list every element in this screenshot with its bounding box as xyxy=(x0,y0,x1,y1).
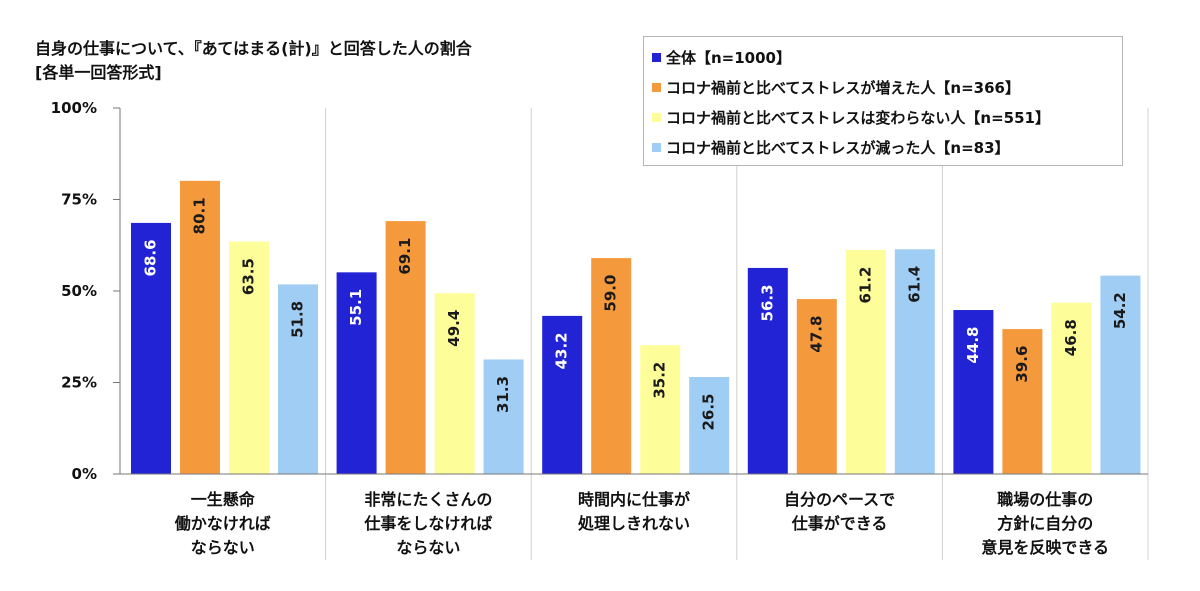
bar xyxy=(1051,302,1092,474)
bar-value-label: 51.8 xyxy=(289,301,307,338)
category-label: 処理しきれない xyxy=(578,514,690,533)
bar xyxy=(483,359,524,474)
bar xyxy=(747,267,788,474)
y-tick-label: 100% xyxy=(51,99,97,117)
bar xyxy=(1002,329,1043,474)
category-label: 方針に自分の xyxy=(997,514,1093,533)
bar xyxy=(278,284,318,474)
y-tick-label: 25% xyxy=(61,374,97,392)
legend-swatch-stress-unchanged xyxy=(652,112,661,122)
category-label: 自分のペースで xyxy=(784,490,895,509)
bar xyxy=(131,222,171,474)
chart-subtitle: [各単一回答形式] xyxy=(35,63,162,82)
bar-value-label: 47.8 xyxy=(807,316,825,353)
bar-value-label: 63.5 xyxy=(240,258,258,295)
legend: 全体【n=1000】 コロナ禍前と比べてストレスが増えた人【n=366】 コロナ… xyxy=(643,36,1123,166)
category-label: 一生懸命 xyxy=(191,490,256,509)
legend-label-stress-decreased: コロナ禍前と比べてストレスが減った人【n=83】 xyxy=(666,138,1010,157)
bar xyxy=(542,315,583,474)
bar xyxy=(434,293,475,474)
bar-value-label: 56.3 xyxy=(758,284,776,321)
y-tick-label: 0% xyxy=(72,465,97,483)
bar-value-label: 61.4 xyxy=(905,266,923,303)
bar-value-label: 49.4 xyxy=(445,310,463,347)
bar xyxy=(385,221,426,474)
category-label: ならない xyxy=(396,538,460,557)
category-label: 非常にたくさんの xyxy=(364,490,492,509)
bar-value-label: 59.0 xyxy=(602,275,620,312)
bar-value-label: 80.1 xyxy=(191,197,209,234)
legend-label-stress-unchanged: コロナ禍前と比べてストレスは変わらない人【n=551】 xyxy=(666,108,1050,127)
category-label: 意見を反映できる xyxy=(981,538,1109,557)
category-label: ならない xyxy=(191,538,255,557)
category-label: 仕事ができる xyxy=(791,514,888,533)
legend-item-stress-increased: コロナ禍前と比べてストレスが増えた人【n=366】 xyxy=(652,72,1114,102)
bar-value-label: 35.2 xyxy=(651,362,669,399)
y-tick-label: 50% xyxy=(61,282,97,300)
bar-value-label: 54.2 xyxy=(1111,292,1129,329)
legend-swatch-stress-increased xyxy=(652,82,661,92)
bar xyxy=(640,345,681,474)
legend-item-stress-unchanged: コロナ禍前と比べてストレスは変わらない人【n=551】 xyxy=(652,102,1114,132)
bar xyxy=(591,258,632,474)
legend-swatch-stress-decreased xyxy=(652,142,661,152)
bar xyxy=(1100,275,1141,474)
category-label: 働かなければ xyxy=(174,514,271,533)
y-tick-label: 75% xyxy=(61,191,97,209)
bar-value-label: 46.8 xyxy=(1062,319,1080,356)
bar xyxy=(229,241,269,474)
legend-item-all: 全体【n=1000】 xyxy=(652,42,1114,72)
bar-value-label: 26.5 xyxy=(700,394,718,431)
bar-value-label: 68.6 xyxy=(142,239,160,276)
bar-value-label: 61.2 xyxy=(856,267,874,304)
bar-value-label: 44.8 xyxy=(964,327,982,364)
bar-value-label: 43.2 xyxy=(553,332,571,369)
bar xyxy=(689,377,730,474)
bar-value-label: 39.6 xyxy=(1013,346,1031,383)
bar xyxy=(845,250,886,474)
chart-title: 自身の仕事について、『あてはまる(計)』と回答した人の割合 xyxy=(35,39,472,58)
legend-item-stress-decreased: コロナ禍前と比べてストレスが減った人【n=83】 xyxy=(652,132,1114,162)
category-label: 時間内に仕事が xyxy=(578,490,690,509)
bar xyxy=(336,272,377,474)
bar-value-label: 55.1 xyxy=(347,289,365,326)
category-label: 職場の仕事の xyxy=(997,490,1093,509)
bar xyxy=(894,249,935,474)
bar-value-label: 31.3 xyxy=(494,376,512,413)
bar-value-label: 69.1 xyxy=(396,238,414,275)
legend-label-all: 全体【n=1000】 xyxy=(666,48,791,67)
bar xyxy=(796,299,837,474)
legend-swatch-all xyxy=(652,52,661,62)
bar xyxy=(953,310,994,474)
bar xyxy=(180,180,220,475)
legend-label-stress-increased: コロナ禍前と比べてストレスが増えた人【n=366】 xyxy=(666,78,1020,97)
category-label: 仕事をしなければ xyxy=(363,514,492,533)
